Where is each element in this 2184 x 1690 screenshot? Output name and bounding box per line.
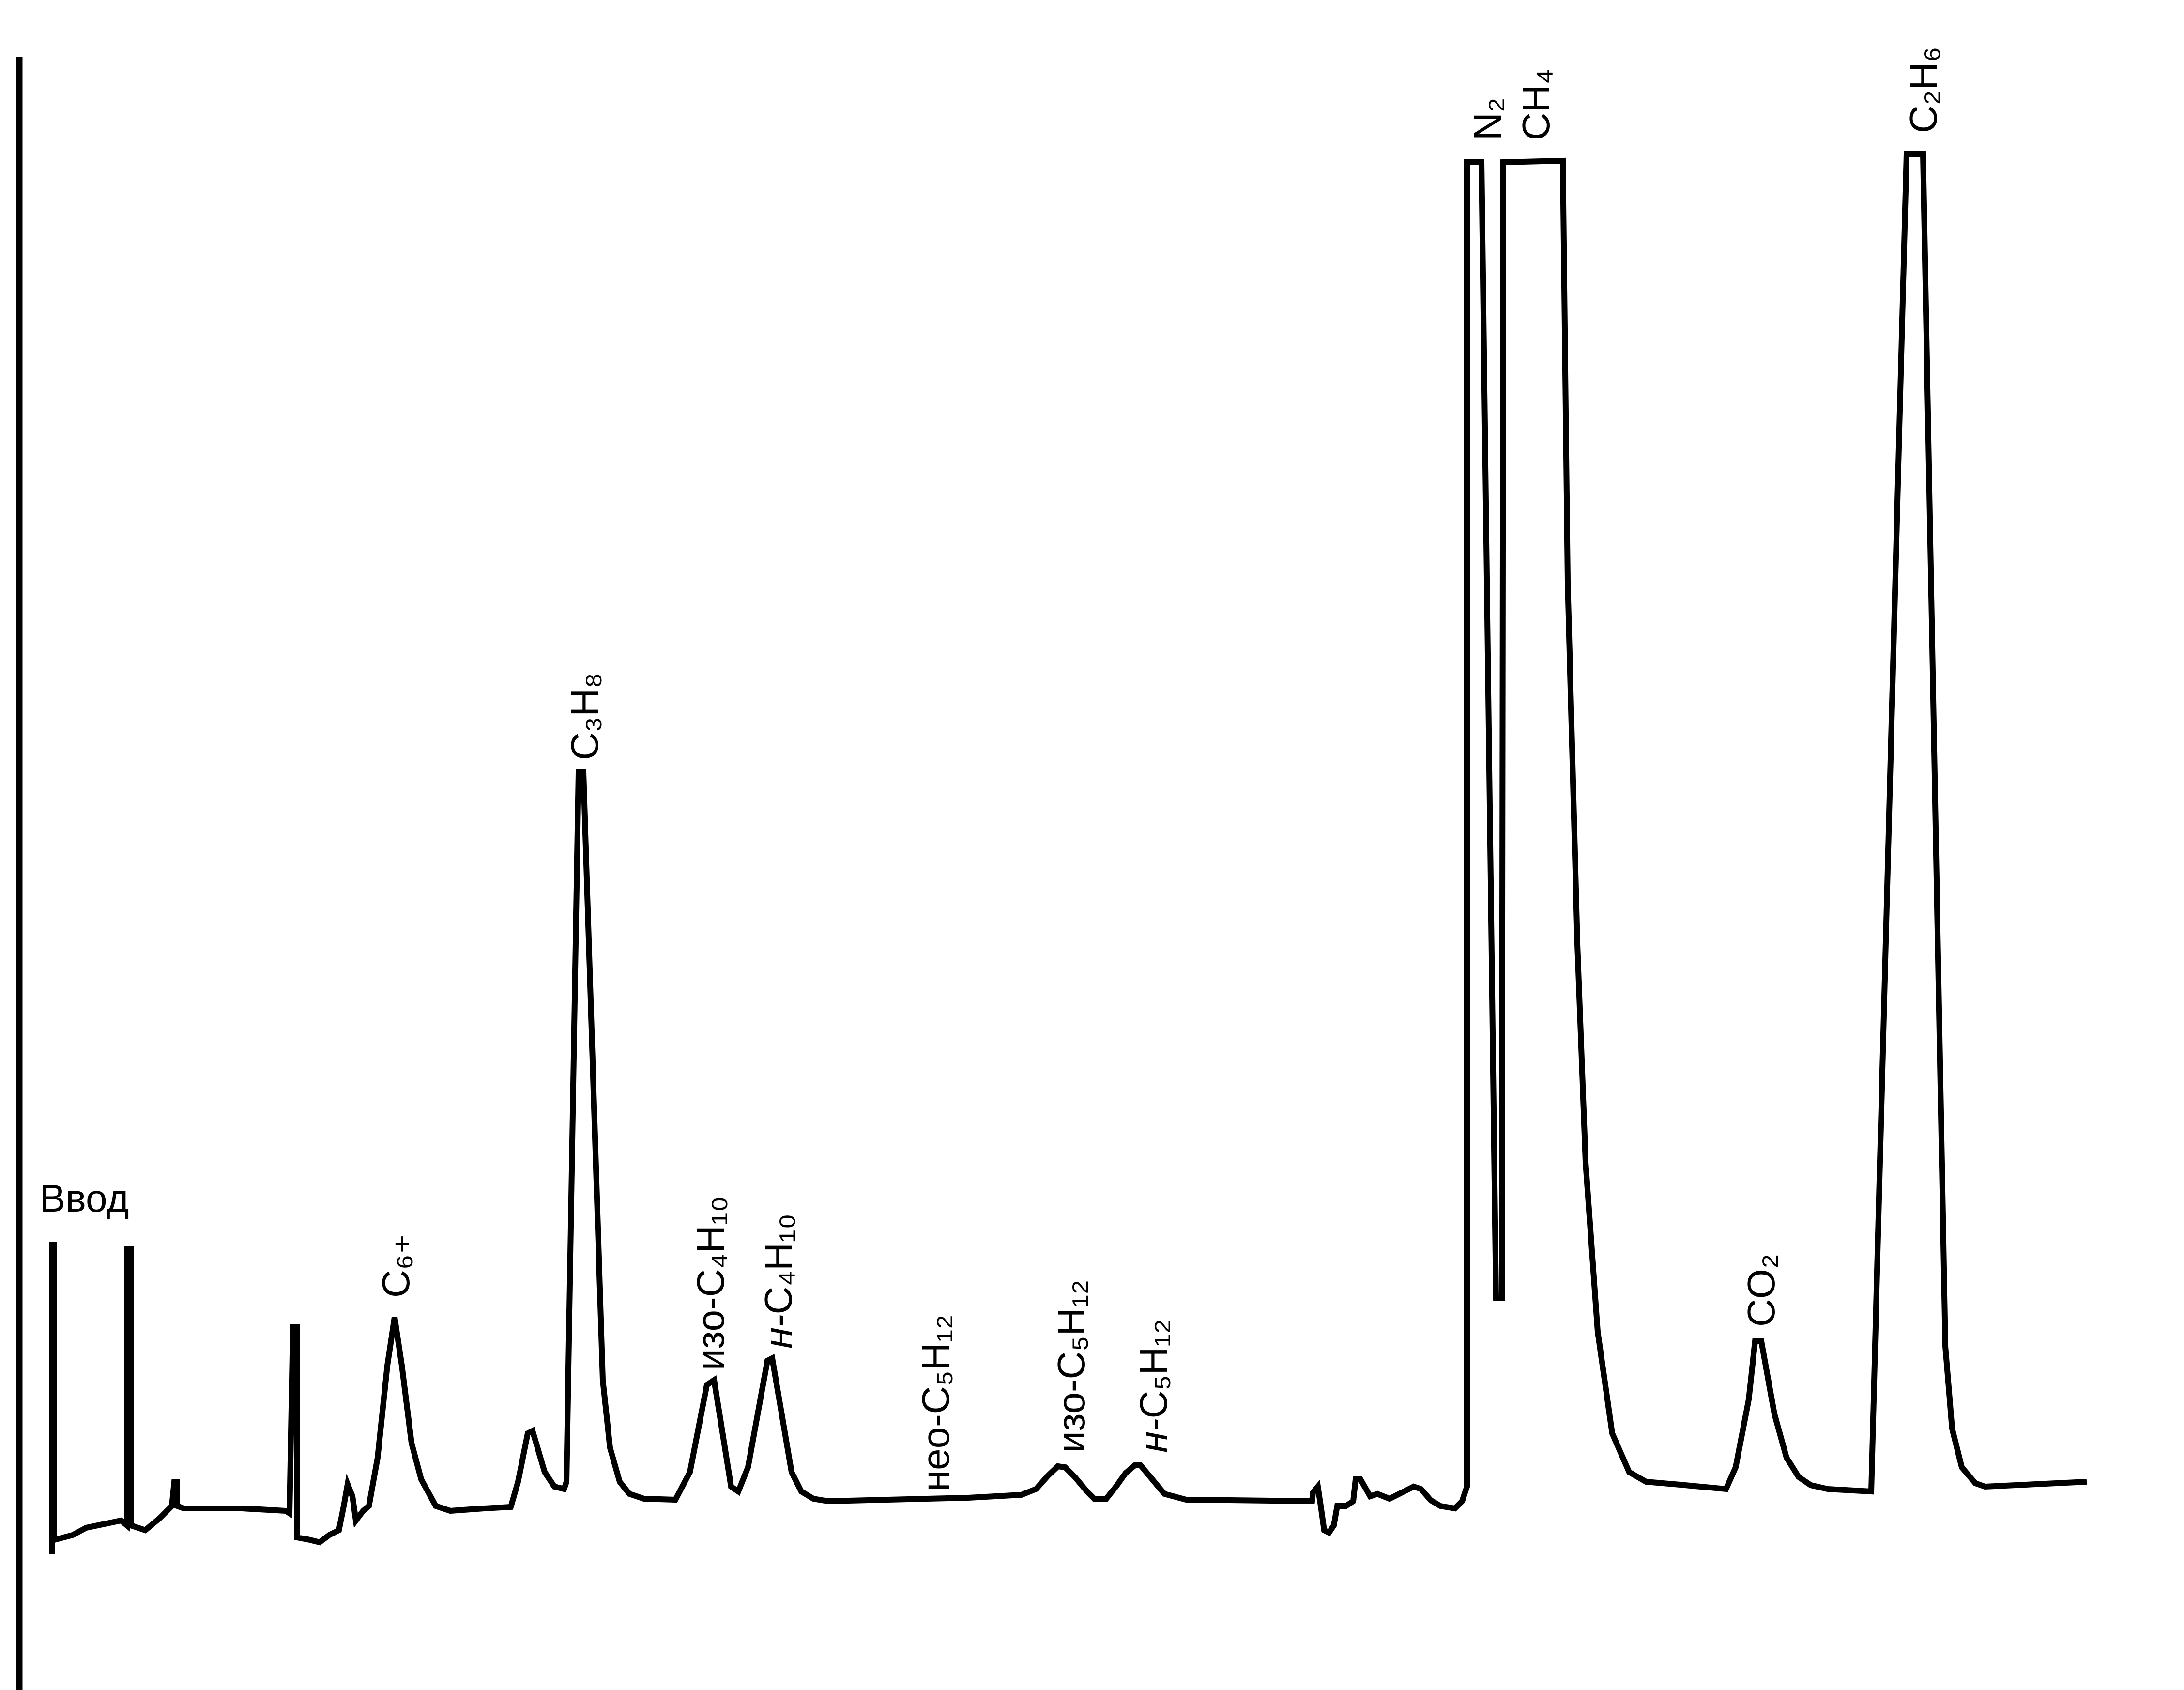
label-iso-c5h12: изо-C₅H₁₂ <box>1050 1280 1093 1453</box>
label-n-c4h10-prefix: н- <box>757 1314 800 1349</box>
label-n-c5h12-formula: C₅H₁₂ <box>1132 1319 1175 1419</box>
label-n2: N₂ <box>1466 97 1509 140</box>
label-n-c5h12: н-C₅H₁₂ <box>1132 1319 1175 1453</box>
label-iso-c5h12-formula: C₅H₁₂ <box>1050 1280 1093 1380</box>
label-neo-c5h12-formula: C₅H₁₂ <box>914 1314 957 1414</box>
label-n-c4h10-formula: C₄H₁₀ <box>757 1214 800 1314</box>
label-neo-c5h12-prefix: нео- <box>914 1414 957 1491</box>
label-neo-c5h12: нео-C₅H₁₂ <box>914 1314 957 1491</box>
label-iso-c4h10: изо-C₄H₁₀ <box>689 1196 732 1370</box>
label-iso-c5h12-prefix: изо- <box>1050 1379 1093 1453</box>
label-iso-c4h10-prefix: изо- <box>689 1297 732 1370</box>
label-n-c5h12-prefix: н- <box>1132 1418 1175 1453</box>
label-co2: CO₂ <box>1740 1254 1783 1327</box>
label-c3h8: C₃H₈ <box>563 673 606 760</box>
label-vvod: Ввод <box>40 1177 129 1220</box>
peak-labels: Ввод C₆₊ C₃H₈ изо-C₄H₁₀ н-C₄H₁₀ нео-C₅H₁… <box>40 46 1945 1491</box>
label-c2h6: C₂H₆ <box>1902 46 1945 133</box>
label-iso-c4h10-formula: C₄H₁₀ <box>689 1196 732 1297</box>
label-n-c4h10: н-C₄H₁₀ <box>757 1214 800 1349</box>
label-c6plus: C₆₊ <box>374 1234 417 1298</box>
label-ch4: CH₄ <box>1514 69 1558 140</box>
trace-segment-start <box>49 151 2087 1554</box>
chromatogram-trace <box>49 151 2087 1554</box>
